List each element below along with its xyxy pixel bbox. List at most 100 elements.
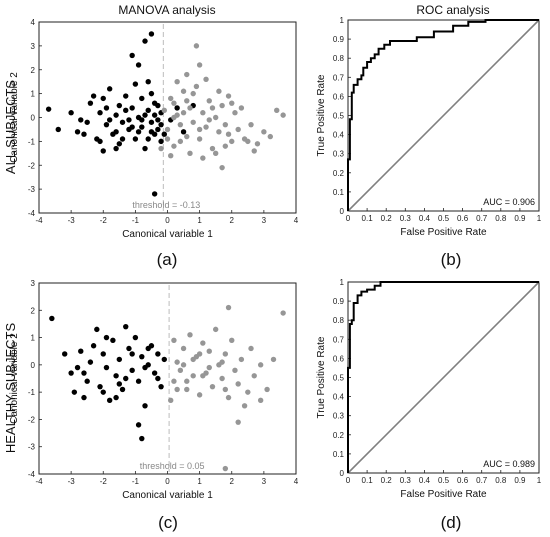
x-tick-label: 1 [197,216,202,225]
data-point-class-1 [113,394,119,401]
data-point-class-2 [229,100,235,106]
x-tick-label: 1 [537,214,542,223]
data-point-class-2 [196,126,203,133]
data-point-class-1 [81,370,87,376]
data-point-class-1 [129,105,135,111]
data-point-class-2 [177,367,184,374]
data-point-class-1 [103,105,110,111]
y-tick-label: 0.1 [333,450,345,459]
data-point-class-1 [142,112,148,118]
data-point-class-2 [171,337,177,343]
y-axis-label: True Positive Rate [316,336,327,418]
data-point-class-1 [119,386,126,393]
data-point-class-1 [139,95,145,102]
data-point-class-2 [196,392,203,398]
x-tick-label: 0.6 [457,476,469,485]
data-point-class-1 [158,383,164,390]
y-tick-label: 0.9 [333,35,345,44]
data-point-class-2 [171,143,177,149]
y-tick-label: 0.5 [333,374,345,383]
y-tick-label: 1 [31,90,36,99]
x-tick-label: -1 [132,216,140,225]
data-point-class-2 [187,150,193,157]
panel-a-manova-all: -4 -3 -2 -1 0 1 2 3 4 -4 -3 -2 -1 0 1 2 3 4 Canonical vari… [9,18,299,240]
x-axis-label: False Positive Rate [400,489,487,500]
data-point-class-1 [148,90,155,97]
data-point-class-1 [180,129,187,135]
data-point-class-1 [100,351,106,357]
data-point-class-2 [200,373,206,379]
x-tick-label: 0.4 [419,214,431,223]
x-tick-label: 0.6 [457,214,469,223]
data-point-class-2 [180,345,187,352]
data-point-class-2 [225,131,232,137]
data-point-class-2 [196,136,203,142]
data-point-class-1 [142,38,148,44]
data-point-class-2 [232,367,238,374]
x-tick-label: 0 [165,477,170,486]
data-point-class-1 [81,131,87,137]
y-tick-label: 2 [31,306,36,315]
data-point-class-1 [145,78,151,85]
data-point-class-1 [97,383,103,390]
title-manova: MANOVA analysis [118,3,215,17]
data-point-class-2 [251,148,257,154]
data-point-class-2 [274,107,280,114]
x-tick-label: 0.7 [476,476,488,485]
data-point-class-1 [151,370,158,376]
data-point-class-1 [139,117,145,123]
data-point-class-1 [151,100,158,106]
data-point-class-2 [190,356,196,363]
data-point-class-2 [264,386,270,393]
y-tick-label: 0.9 [333,297,345,306]
data-point-class-1 [151,112,158,118]
y-tick-label: -4 [28,470,36,479]
data-point-class-1 [123,375,129,382]
data-point-class-1 [97,138,103,145]
x-tick-label: 0 [346,476,351,485]
data-point-class-1 [103,364,110,371]
data-point-class-2 [219,164,225,171]
data-point-class-1 [135,129,142,135]
data-point-class-2 [206,117,212,123]
roc-curve [347,19,539,211]
data-point-class-1 [106,86,113,92]
y-tick-label: 1 [31,334,36,343]
data-point-class-1 [119,136,126,142]
data-point-class-1 [129,124,135,130]
data-point-class-1 [148,31,155,37]
data-point-class-2 [229,337,235,343]
data-point-class-2 [180,110,187,116]
data-point-class-2 [174,78,180,85]
data-point-class-2 [168,95,174,102]
data-point-class-1 [148,129,155,135]
data-point-class-1 [126,117,132,123]
y-tick-label: 0 [340,207,345,216]
x-tick-label: 0.3 [400,476,412,485]
data-point-class-2 [206,98,212,104]
data-point-class-1 [113,145,119,152]
data-point-class-1 [103,334,110,341]
data-point-class-2 [209,145,216,152]
data-point-class-2 [206,348,212,354]
x-tick-label: 3 [262,216,267,225]
x-tick-label: 0.1 [362,476,374,485]
data-point-class-1 [49,315,55,322]
data-point-class-2 [171,100,177,106]
data-point-class-1 [158,138,164,145]
data-point-class-2 [222,121,229,128]
y-axis-label: Canonical variable 2 [9,72,20,163]
data-point-class-2 [164,136,171,142]
panel-label-b: (b) [441,250,462,269]
data-point-class-1 [97,110,103,116]
data-point-class-1 [123,107,129,114]
data-point-class-2 [222,351,229,357]
panel-label-a: (a) [157,250,178,269]
data-point-class-2 [235,419,241,425]
data-point-class-1 [110,337,116,343]
data-point-class-1 [155,351,161,357]
y-tick-label: 0.2 [333,431,345,440]
data-point-class-2 [200,340,206,346]
data-point-class-2 [238,356,245,363]
